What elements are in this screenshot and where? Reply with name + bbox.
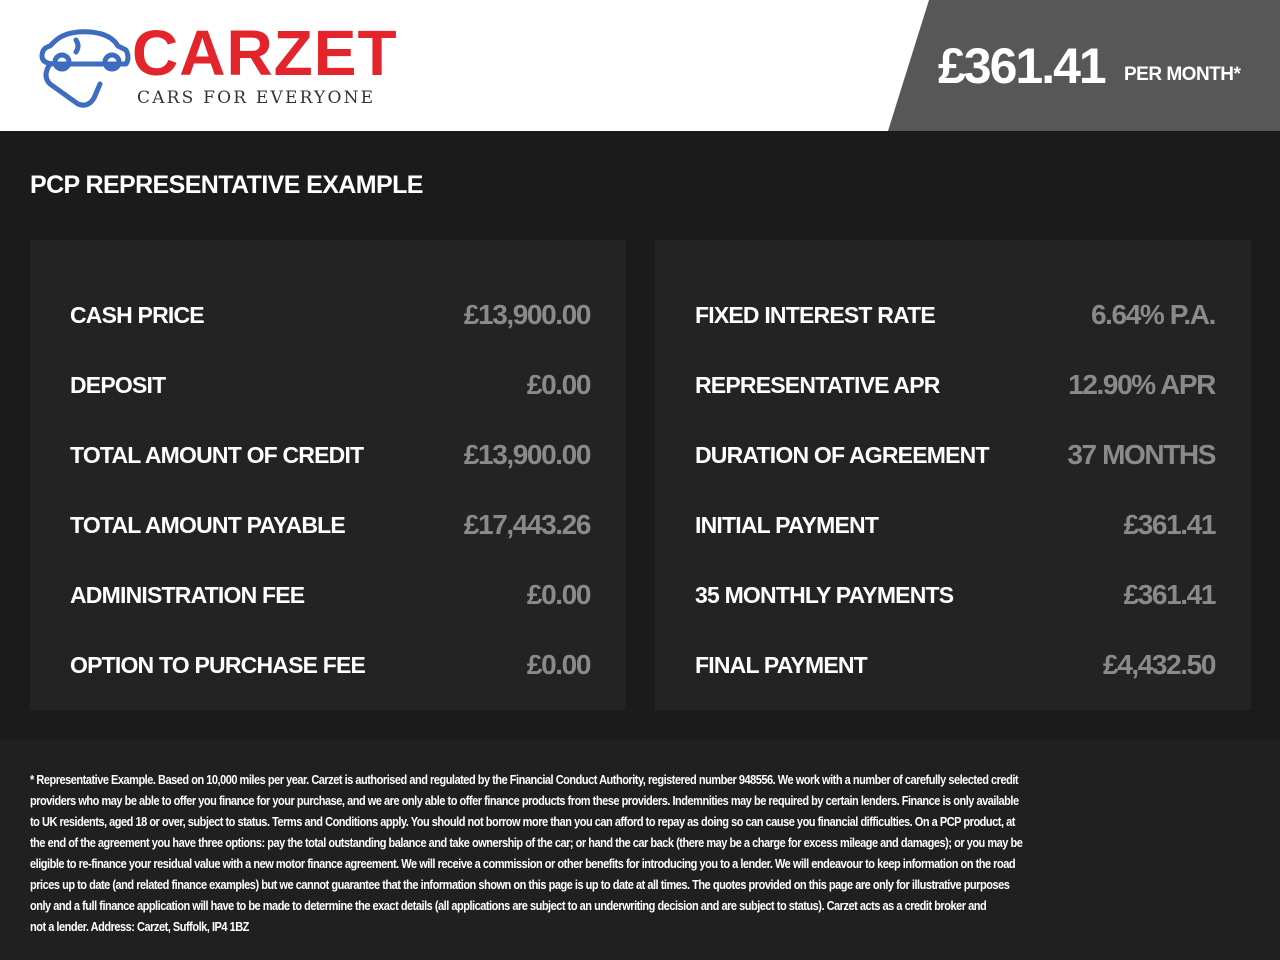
detail-label: TOTAL AMOUNT OF CREDIT — [70, 441, 364, 468]
brand-tagline: CARS FOR EVERYONE — [137, 88, 376, 108]
detail-row: CASH PRICE £13,900.00 — [70, 280, 592, 350]
detail-label: OPTION TO PURCHASE FEE — [70, 651, 366, 678]
per-month-label: PER MONTH* — [1124, 64, 1241, 85]
detail-label: FINAL PAYMENT — [695, 651, 868, 678]
detail-label: 35 MONTHLY PAYMENTS — [695, 581, 954, 608]
detail-value: £0.00 — [526, 579, 591, 610]
detail-label: FIXED INTEREST RATE — [695, 301, 936, 328]
detail-value: £361.41 — [1123, 509, 1217, 540]
disclaimer: * Representative Example. Based on 10,00… — [0, 740, 1280, 960]
car-logo-icon — [39, 29, 131, 108]
disclaimer-line: * Representative Example. Based on 10,00… — [30, 773, 1019, 787]
detail-label: DURATION OF AGREEMENT — [695, 441, 990, 468]
monthly-price-box: £361.41 PER MONTH* — [888, 0, 1280, 131]
monthly-price: £361.41 — [938, 38, 1107, 94]
detail-row: REPRESENTATIVE APR 12.90% APR — [695, 350, 1216, 420]
header: CARZET CARS FOR EVERYONE £361.41 PER MON… — [0, 0, 1280, 131]
detail-label: DEPOSIT — [70, 371, 166, 398]
detail-value: £13,900.00 — [463, 299, 592, 330]
disclaimer-line: eligible to re-finance your residual val… — [30, 857, 1016, 871]
carzet-logo[interactable]: CARZET CARS FOR EVERYONE — [36, 20, 416, 112]
detail-value: £17,443.26 — [463, 509, 592, 540]
disclaimer-line: providers who may be able to offer you f… — [30, 794, 1019, 808]
detail-value: £4,432.50 — [1103, 649, 1216, 680]
detail-value: 37 MONTHS — [1067, 439, 1216, 470]
section-title: PCP REPRESENTATIVE EXAMPLE — [30, 171, 423, 199]
disclaimer-line: to UK residents, aged 18 or over, subjec… — [30, 815, 1015, 829]
detail-row: DEPOSIT £0.00 — [70, 350, 591, 420]
detail-row: ADMINISTRATION FEE £0.00 — [70, 560, 591, 630]
detail-value: £0.00 — [526, 369, 591, 400]
detail-label: TOTAL AMOUNT PAYABLE — [70, 511, 346, 538]
detail-row: 35 MONTHLY PAYMENTS £361.41 — [695, 560, 1217, 630]
disclaimer-line: only and a full finance application will… — [30, 899, 987, 913]
finance-details-left: CASH PRICE £13,900.00 DEPOSIT £0.00 TOTAL … — [30, 240, 626, 710]
detail-label: ADMINISTRATION FEE — [70, 581, 305, 608]
detail-row: OPTION TO PURCHASE FEE £0.00 — [70, 630, 591, 700]
detail-value: £13,900.00 — [463, 439, 592, 470]
detail-label: CASH PRICE — [70, 301, 205, 328]
brand-name: CARZET — [132, 17, 398, 89]
disclaimer-line: not a lender. Address: Carzet, Suffolk, … — [30, 920, 249, 934]
detail-value: £0.00 — [526, 649, 591, 680]
detail-row: DURATION OF AGREEMENT 37 MONTHS — [695, 420, 1216, 490]
detail-label: REPRESENTATIVE APR — [695, 371, 940, 398]
detail-value: £361.41 — [1123, 579, 1217, 610]
detail-value: 6.64% P.A. — [1090, 299, 1216, 330]
detail-label: INITIAL PAYMENT — [695, 511, 879, 538]
detail-row: INITIAL PAYMENT £361.41 — [695, 490, 1217, 560]
detail-value: 12.90% APR — [1068, 369, 1216, 400]
disclaimer-line: the end of the agreement you have three … — [30, 836, 1023, 850]
detail-row: FIXED INTEREST RATE 6.64% P.A. — [695, 280, 1216, 350]
detail-row: TOTAL AMOUNT PAYABLE £17,443.26 — [70, 490, 592, 560]
detail-row: TOTAL AMOUNT OF CREDIT £13,900.00 — [70, 420, 592, 490]
detail-row: FINAL PAYMENT £4,432.50 — [695, 630, 1216, 700]
disclaimer-line: prices up to date (and related finance e… — [30, 878, 1010, 892]
finance-details-right: FIXED INTEREST RATE 6.64% P.A. REPRESENTA… — [655, 240, 1251, 710]
